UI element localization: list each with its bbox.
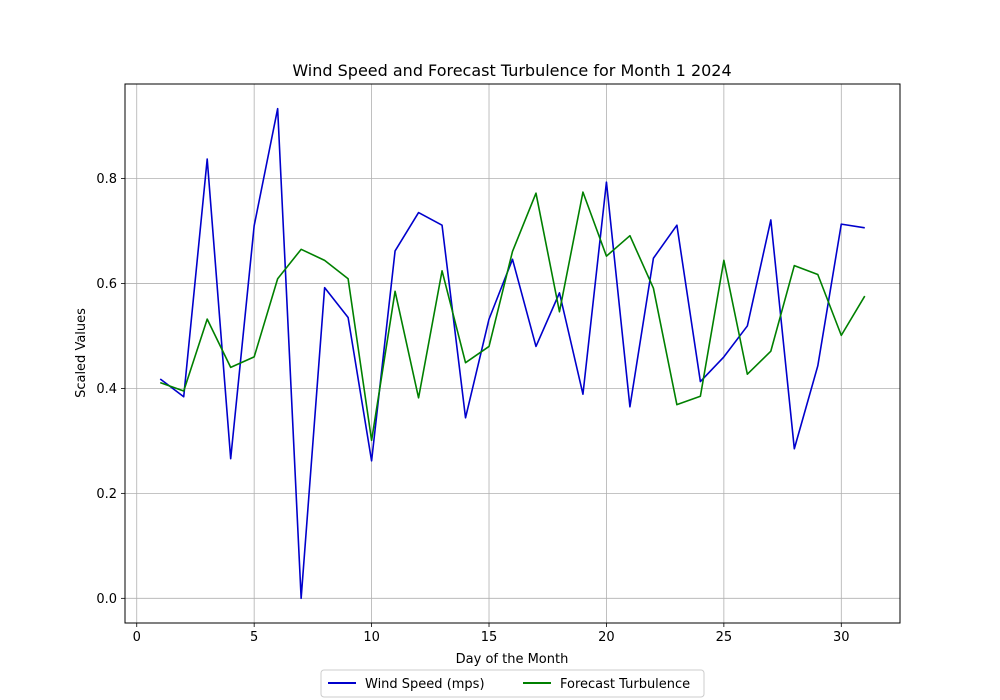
x-tick-label: 5	[250, 630, 258, 645]
legend-label-wind-speed: Wind Speed (mps)	[365, 677, 485, 692]
x-axis-label: Day of the Month	[456, 652, 569, 667]
y-axis-ticks: 0.0 0.2 0.4 0.6 0.8	[96, 172, 125, 607]
x-tick-label: 10	[363, 630, 380, 645]
y-tick-label: 0.6	[96, 277, 117, 292]
series-line-forecast-turbulence	[159, 191, 866, 442]
series-line-wind-speed-mps	[159, 107, 865, 600]
legend-label-forecast-turbulence: Forecast Turbulence	[560, 677, 690, 692]
y-axis-label: Scaled Values	[74, 308, 89, 398]
y-tick-label: 0.2	[96, 487, 117, 502]
series-lines	[159, 107, 866, 600]
x-tick-label: 20	[598, 630, 615, 645]
x-tick-label: 15	[481, 630, 498, 645]
grid-lines	[125, 84, 900, 623]
legend-frame	[320, 669, 705, 698]
y-tick-label: 0.4	[96, 382, 117, 397]
x-tick-label: 30	[833, 630, 850, 645]
legend: Wind Speed (mps) Forecast Turbulence	[320, 669, 705, 698]
x-tick-label: 25	[716, 630, 733, 645]
x-tick-label: 0	[133, 630, 141, 645]
chart-title: Wind Speed and Forecast Turbulence for M…	[292, 61, 731, 80]
y-tick-label: 0.0	[96, 592, 117, 607]
plot-frame	[124, 83, 901, 624]
x-axis-ticks: 0 5 10 15 20 25 30	[133, 623, 850, 645]
y-tick-label: 0.8	[96, 172, 117, 187]
